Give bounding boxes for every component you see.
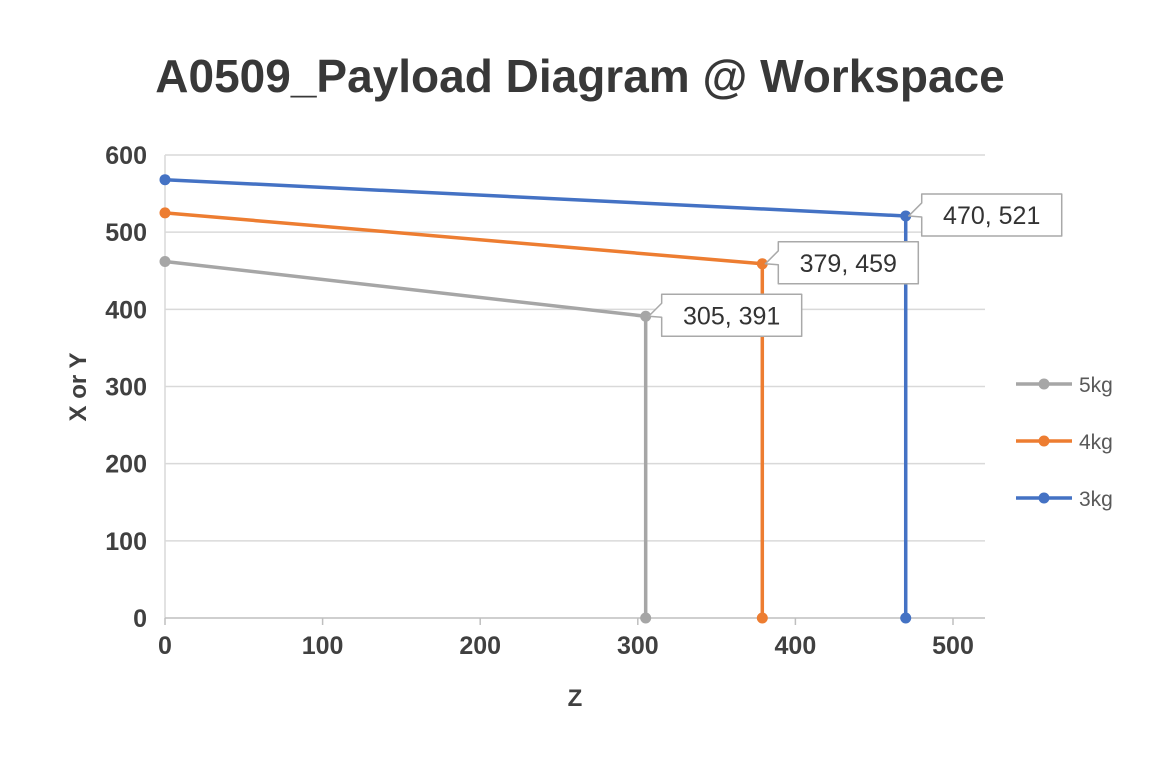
data-point-marker: [159, 174, 171, 186]
x-axis-ticks: 0 100 200 300 400 500: [158, 618, 974, 660]
data-point-marker: [900, 210, 912, 222]
y-tick-label: 600: [105, 142, 147, 170]
y-tick-label: 0: [133, 605, 147, 633]
series-4kg: [159, 207, 768, 624]
legend-marker: [1038, 378, 1050, 390]
legend-marker: [1038, 435, 1050, 447]
data-label-text: 379, 459: [800, 250, 897, 278]
x-tick-label: 200: [459, 632, 501, 660]
y-tick-label: 300: [105, 374, 147, 402]
data-point-marker: [640, 612, 652, 624]
series-line: [163, 211, 765, 620]
data-point-marker: [159, 255, 171, 267]
data-point-marker: [900, 612, 912, 624]
x-tick-label: 100: [302, 632, 344, 660]
y-axis-title: X or Y: [65, 353, 92, 422]
data-label-text: 470, 521: [943, 202, 1040, 230]
data-label-callout: [907, 193, 1063, 237]
legend-item-3kg: 3kg: [1016, 488, 1113, 511]
data-label-5kg: 305, 391: [647, 293, 803, 338]
legend-item-label: 4kg: [1079, 431, 1113, 454]
legend-item-5kg: 5kg: [1016, 374, 1113, 397]
legend-item-label: 5kg: [1079, 374, 1113, 397]
data-label-callout: [647, 293, 803, 338]
data-label-3kg: 470, 521: [907, 193, 1063, 237]
data-point-marker: [159, 207, 171, 219]
x-tick-label: 300: [617, 632, 659, 660]
series-line: [163, 259, 648, 620]
y-tick-label: 500: [105, 219, 147, 247]
series-5kg: [159, 255, 652, 624]
data-point-marker: [756, 612, 768, 624]
y-tick-label: 400: [105, 296, 147, 324]
series-3kg: [159, 174, 912, 624]
data-label-text: 305, 391: [683, 302, 780, 330]
plot-area: 0 100 200 300 400 500 0 100 200 300 400 500 600 305, …: [105, 142, 1113, 660]
chart-title: A0509_Payload Diagram @ Workspace: [155, 50, 1004, 102]
x-axis-title: Z: [568, 685, 583, 712]
legend-marker: [1038, 492, 1050, 504]
legend-item-4kg: 4kg: [1016, 431, 1113, 454]
y-tick-label: 100: [105, 528, 147, 556]
legend-item-label: 3kg: [1079, 488, 1113, 511]
gridlines: [165, 154, 985, 542]
data-point-marker: [756, 258, 768, 270]
legend: 5kg 4kg 3kg: [1016, 374, 1113, 511]
y-axis-ticks: 0 100 200 300 400 500 600: [105, 142, 147, 633]
y-tick-label: 200: [105, 451, 147, 479]
x-tick-label: 400: [775, 632, 817, 660]
data-label-callout: [764, 241, 920, 285]
x-tick-label: 0: [158, 632, 172, 660]
data-label-4kg: 379, 459: [764, 241, 920, 285]
x-tick-label: 500: [932, 632, 974, 660]
data-point-marker: [640, 310, 652, 322]
